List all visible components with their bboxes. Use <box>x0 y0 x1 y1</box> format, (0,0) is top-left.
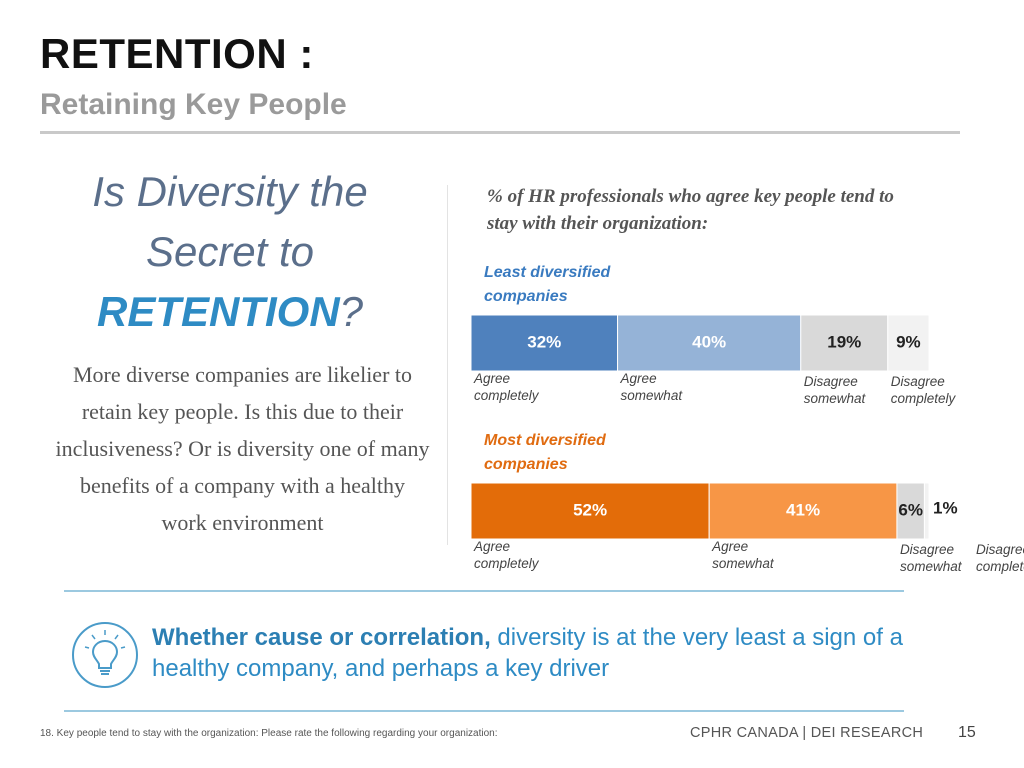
series-1-agree-somewhat-value: 41% <box>786 500 820 519</box>
headline-line-2: Secret to <box>145 228 315 275</box>
series-0-disagree-completely-category-label: Disagree completely <box>891 374 957 406</box>
brand-label: CPHR CANADA | DEI RESEARCH <box>690 725 924 741</box>
takeaway-rest: diversity is at the very least a sign of… <box>152 624 903 682</box>
series-1-agree-somewhat-category-label: Agree somewhat <box>711 539 775 571</box>
page-number: 15 <box>958 724 976 741</box>
series-0-agree-completely-value: 32% <box>527 332 561 351</box>
series-label-most-diversified: Most diversified companies <box>484 432 606 473</box>
series-0-agree-somewhat-category-label: Agree somewhat <box>620 371 684 403</box>
takeaway-text: Whether cause or correlation, diversity … <box>152 622 912 684</box>
series-1-disagree-somewhat-category-label: Disagree somewhat <box>900 542 963 574</box>
divider-bottom <box>64 710 904 712</box>
divider-top <box>64 590 904 592</box>
lightbulb-icon <box>70 620 140 690</box>
page-subtitle: Retaining Key People <box>40 88 347 121</box>
headline: Is Diversity the Secret to RETENTION? <box>50 162 410 342</box>
footnote: 18. Key people tend to stay with the org… <box>40 728 498 739</box>
page-title: RETENTION : <box>40 30 314 77</box>
headline-emphasis: RETENTION <box>96 288 340 335</box>
series-1-disagree-somewhat-value: 6% <box>898 500 923 519</box>
title-divider <box>40 131 960 134</box>
series-0-disagree-completely-bar <box>887 314 930 372</box>
series-0-disagree-somewhat-bar <box>800 314 889 372</box>
series-label-least-diversified: Least diversified companies <box>484 264 611 305</box>
series-1-disagree-completely-bar <box>923 482 930 540</box>
body-paragraph: More diverse companies are likelier to r… <box>55 362 430 535</box>
headline-line-1: Is Diversity the <box>92 168 368 215</box>
series-1-agree-completely-value: 52% <box>573 500 607 519</box>
series-0-agree-completely-category-label: Agree completely <box>473 371 540 403</box>
takeaway-bold: Whether cause or correlation, <box>152 624 491 651</box>
headline-line-3: RETENTION? <box>50 282 410 342</box>
vertical-divider <box>447 185 448 545</box>
stacked-bar-chart: 32% Agree completely 40% Agree somewhat 19% Dis… <box>470 314 1024 574</box>
series-1-agree-somewhat-bar <box>708 482 898 540</box>
series-1-disagree-completely-value: 1% <box>933 498 958 517</box>
series-0-disagree-somewhat-value: 19% <box>827 332 861 351</box>
series-0-agree-somewhat-value: 40% <box>692 332 726 351</box>
series-1-agree-completely-category-label: Agree completely <box>473 539 540 571</box>
series-1-agree-completely-bar <box>470 482 710 540</box>
headline-question-mark: ? <box>339 288 364 335</box>
chart-title: % of HR professionals who agree key peop… <box>487 186 894 234</box>
series-0-disagree-somewhat-category-label: Disagree somewhat <box>804 374 867 406</box>
series-0-disagree-completely-value: 9% <box>896 332 921 351</box>
series-0-agree-somewhat-bar <box>617 314 802 372</box>
series-1-disagree-somewhat-bar <box>896 482 925 540</box>
